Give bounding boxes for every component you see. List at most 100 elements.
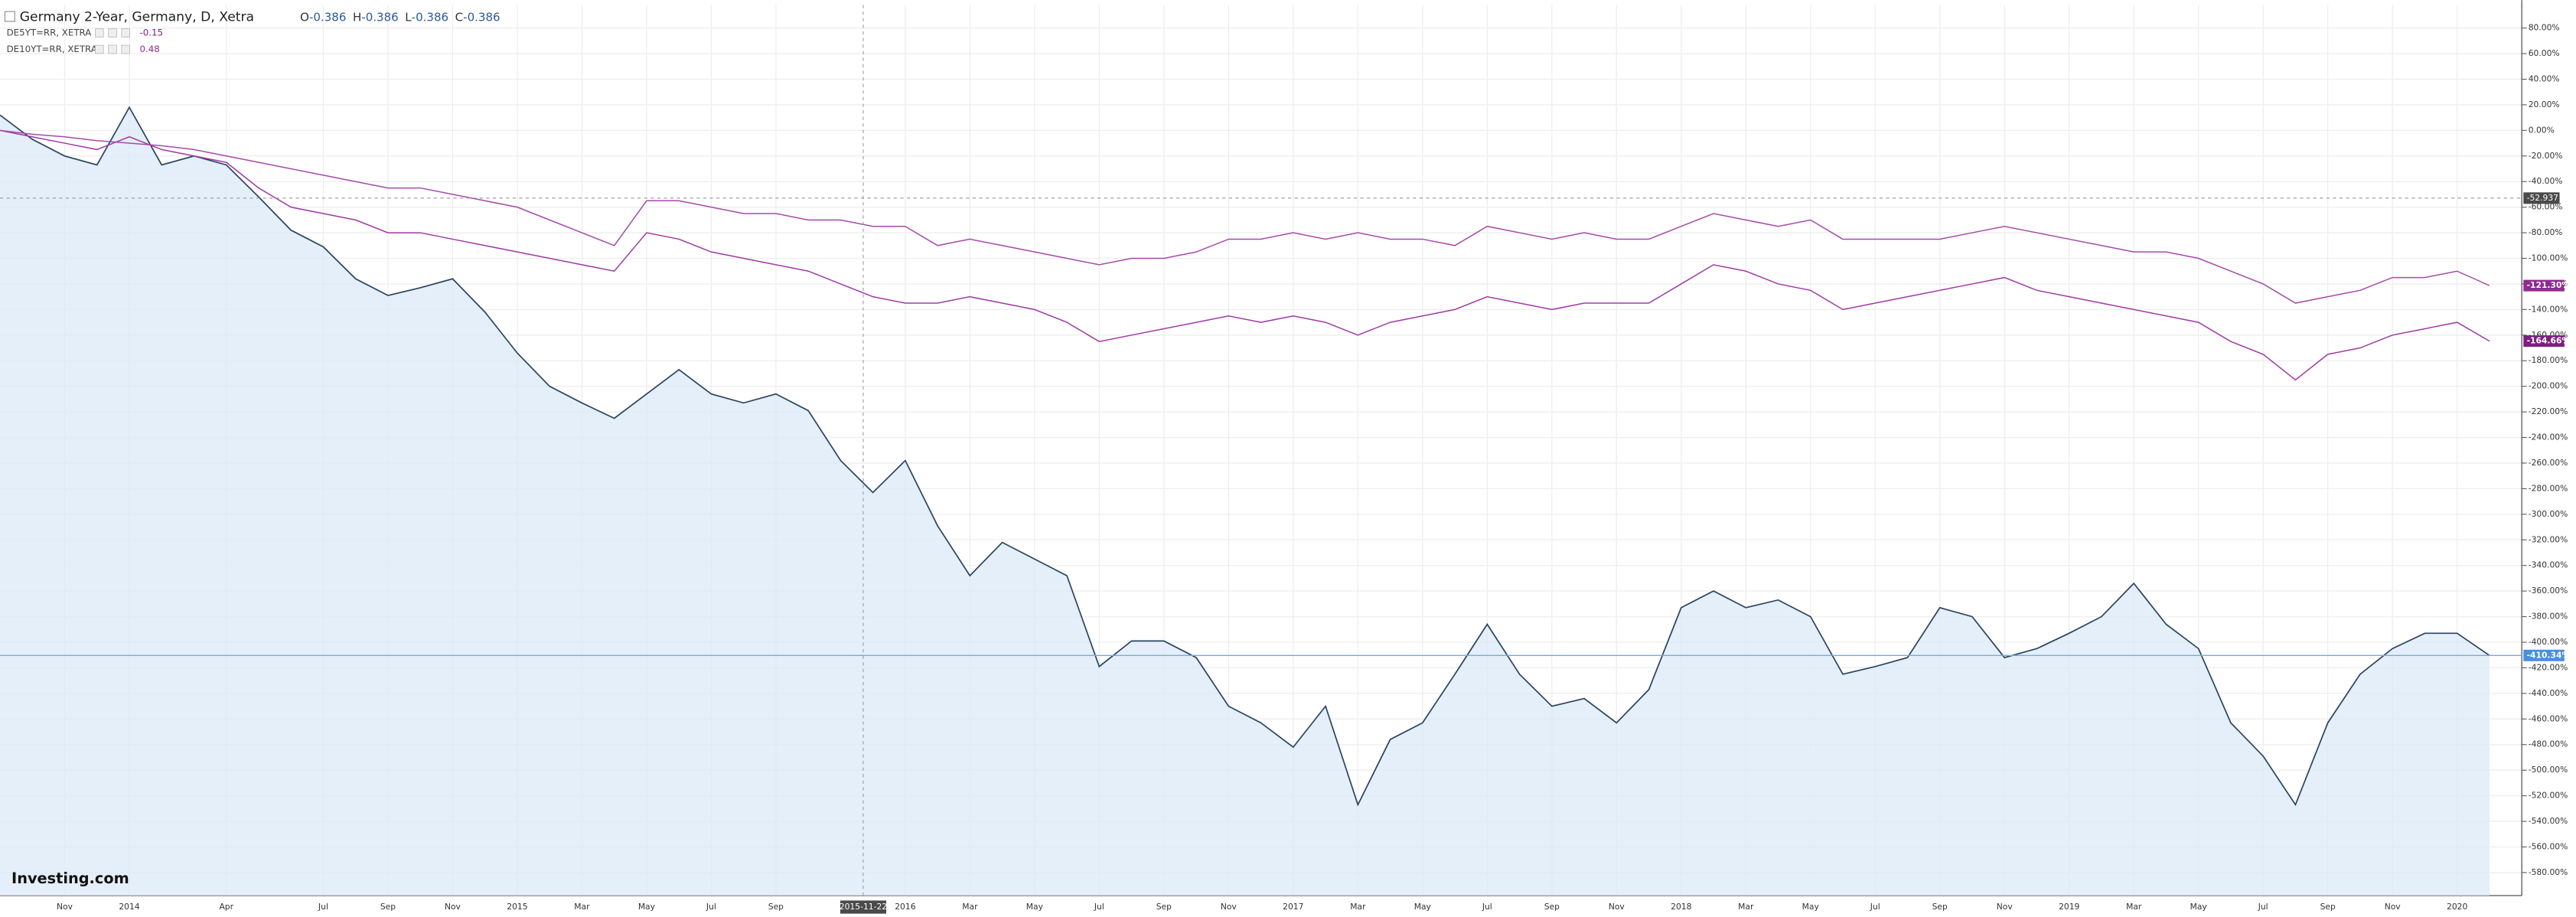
x-tick-label: Jul	[706, 902, 716, 912]
crosshair-x-label: 2015-11-22	[840, 902, 887, 912]
x-tick-label: Jul	[318, 902, 328, 912]
y-tick-label: -140.00%	[2529, 304, 2568, 314]
line	[0, 129, 2490, 304]
x-tick-label: Jul	[1094, 902, 1104, 912]
chart-title: Germany 2-Year, Germany, D, Xetra O-0.386…	[20, 10, 501, 25]
y-tick-label: -80.00%	[2529, 227, 2563, 237]
last-value-badge	[2523, 649, 2565, 661]
title-text: Germany 2-Year, Germany, D, Xetra	[20, 10, 254, 25]
y-tick-label: -340.00%	[2529, 560, 2568, 570]
y-tick-label: -580.00%	[2529, 867, 2568, 877]
x-tick-label: Nov	[57, 902, 73, 912]
x-tick-label: Mar	[574, 902, 590, 912]
legend-icon	[121, 28, 131, 38]
y-tick-label: 60.00%	[2529, 48, 2560, 58]
x-tick-label: Nov	[445, 902, 461, 912]
y-tick-label: -560.00%	[2529, 841, 2568, 851]
y-tick-label: -520.00%	[2529, 791, 2568, 801]
y-tick-label: 40.00%	[2529, 73, 2560, 83]
x-tick-label: May	[1802, 902, 1820, 912]
legend-icon	[108, 44, 117, 54]
legend-name: DE5YT=RR, XETRA	[7, 28, 92, 38]
x-tick-label: 2020	[2447, 902, 2467, 912]
y-tick-label: -280.00%	[2529, 483, 2568, 493]
x-tick-label: Apr	[219, 902, 233, 912]
x-tick-label: May	[638, 902, 656, 912]
x-tick-label: 2019	[2059, 902, 2079, 912]
ohlc-value: -0.386	[463, 10, 500, 24]
y-tick-label: 80.00%	[2529, 23, 2560, 33]
x-tick-label: Jul	[2258, 902, 2268, 912]
y-tick-label: -360.00%	[2529, 586, 2568, 596]
x-tick-label: Sep	[1544, 902, 1560, 912]
last-value-badge	[2523, 279, 2565, 292]
ohlc-value: -0.386	[309, 10, 346, 24]
y-tick-label: 0.00%	[2529, 125, 2555, 135]
crosshair-x-badge	[840, 900, 887, 914]
x-tick-label: Mar	[1738, 902, 1754, 912]
y-tick-label: -480.00%	[2529, 739, 2568, 749]
y-tick-label: -440.00%	[2529, 688, 2568, 698]
x-tick-label: Jul	[1870, 902, 1880, 912]
x-tick-label: Mar	[1350, 902, 1366, 912]
x-tick-label: May	[1026, 902, 1044, 912]
x-tick-label: Mar	[962, 902, 978, 912]
y-tick-label: -380.00%	[2529, 612, 2568, 622]
y-tick-label: -320.00%	[2529, 534, 2568, 544]
last-value-label: -410.34%	[2527, 650, 2571, 660]
legend-icon	[95, 44, 104, 54]
x-tick-label: Nov	[1997, 902, 2014, 912]
legend-icon	[121, 44, 131, 54]
x-tick-label: 2015	[507, 902, 527, 912]
last-value-badge	[2523, 335, 2565, 348]
x-tick-label: Nov	[1609, 902, 1625, 912]
x-tick-label: Sep	[380, 902, 396, 912]
x-tick-label: Sep	[2320, 902, 2336, 912]
ohlc-value: -0.386	[412, 10, 448, 24]
crosshair-y-label: -52.937	[2527, 193, 2558, 203]
ohlc-value: -0.386	[361, 10, 398, 24]
legend-value: 0.48	[139, 44, 159, 54]
y-tick-label: -220.00%	[2529, 406, 2568, 416]
x-tick-label: Sep	[1932, 902, 1948, 912]
x-tick-label: May	[2190, 902, 2208, 912]
x-tick-label: Sep	[1156, 902, 1172, 912]
x-tick-label: 2014	[119, 902, 139, 912]
y-tick-label: -500.00%	[2529, 765, 2568, 775]
y-tick-label: 20.00%	[2529, 100, 2560, 109]
y-tick-label: -180.00%	[2529, 355, 2568, 365]
y-tick-label: -40.00%	[2529, 176, 2563, 186]
y-tick-label: -460.00%	[2529, 713, 2568, 723]
ohlc-label: C	[455, 10, 464, 24]
crosshair-y-badge	[2523, 192, 2560, 204]
x-tick-label: Sep	[768, 902, 784, 912]
x-tick-label: Jul	[1482, 902, 1492, 912]
line	[0, 129, 2490, 381]
line	[0, 106, 2490, 807]
legend-name: DE10YT=RR, XETRA	[7, 44, 97, 54]
x-tick-label: Nov	[1221, 902, 1237, 912]
x-tick-label: 2018	[1671, 902, 1691, 912]
last-value-label: -121.30%	[2527, 280, 2571, 290]
ohlc-label: L	[405, 10, 412, 24]
logo: Investing.com	[11, 870, 129, 887]
y-tick-label: -260.00%	[2529, 458, 2568, 468]
legend-icon	[95, 28, 104, 38]
last-value-label: -164.66%	[2527, 336, 2571, 346]
x-tick-label: 2016	[895, 902, 915, 912]
ohlc-label: H	[353, 10, 361, 24]
x-tick-label: Nov	[2385, 902, 2402, 912]
y-tick-label: -20.00%	[2529, 151, 2563, 161]
x-tick-label: 2017	[1283, 902, 1303, 912]
x-tick-label: May	[1414, 902, 1432, 912]
y-tick-label: -540.00%	[2529, 816, 2568, 826]
y-tick-label: -200.00%	[2529, 381, 2568, 391]
x-tick-label: Mar	[2126, 902, 2142, 912]
y-tick-label: -60.00%	[2529, 202, 2563, 212]
collapse-icon	[4, 11, 15, 22]
area	[0, 107, 2490, 896]
y-tick-label: -300.00%	[2529, 509, 2568, 519]
ohlc-label: O	[300, 10, 309, 24]
